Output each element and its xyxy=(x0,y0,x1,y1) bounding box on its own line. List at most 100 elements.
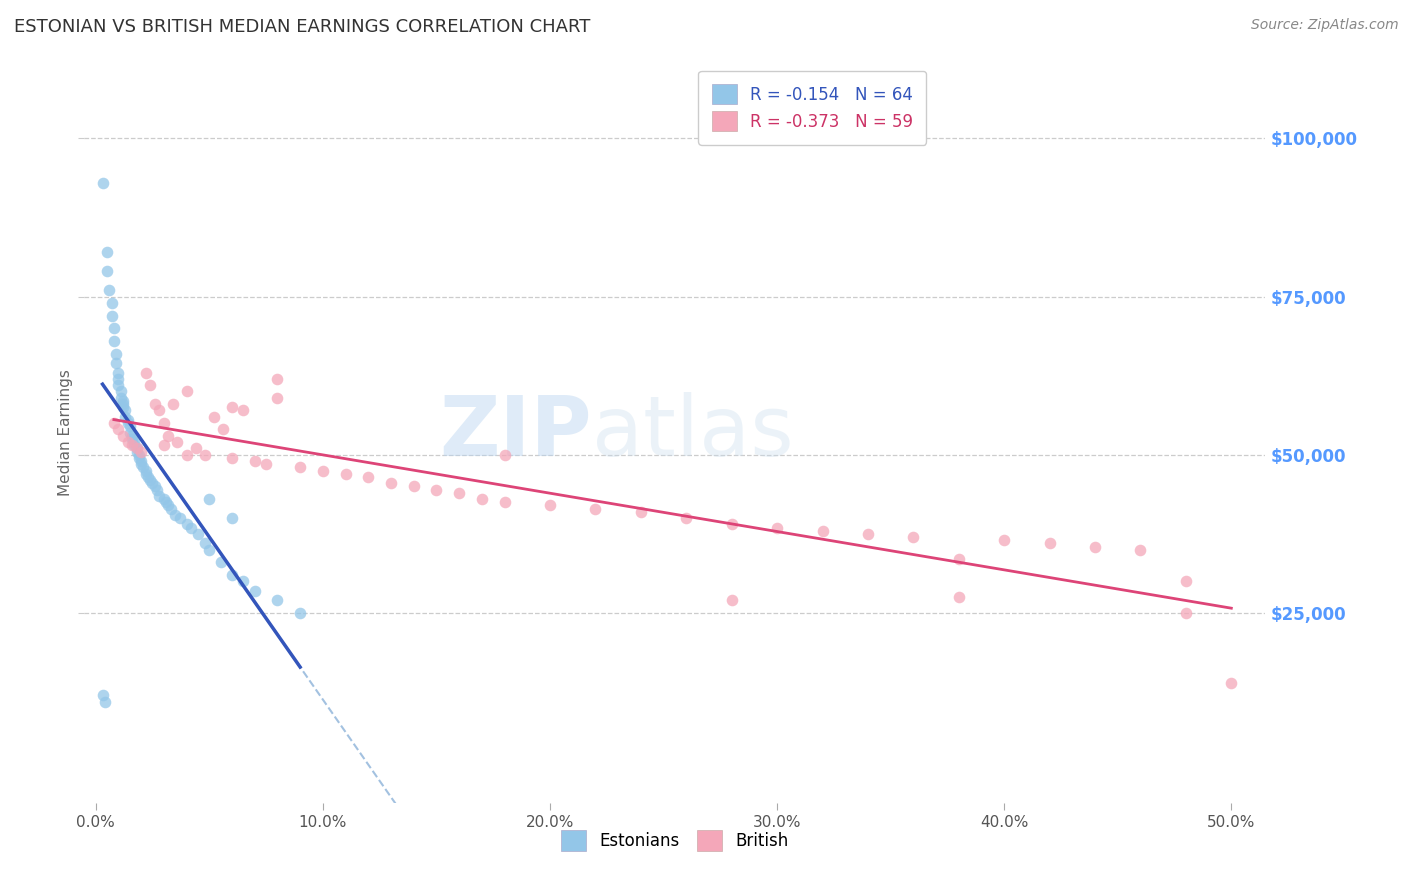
Point xyxy=(312,464,335,478)
Point xyxy=(165,508,187,522)
Text: atlas: atlas xyxy=(592,392,794,473)
Point xyxy=(105,356,128,370)
Point xyxy=(125,444,148,458)
Point xyxy=(121,429,143,443)
Point xyxy=(266,391,288,405)
Point xyxy=(449,485,471,500)
Point xyxy=(103,416,125,430)
Point xyxy=(124,438,146,452)
Point xyxy=(117,416,139,430)
Point xyxy=(184,442,207,456)
Point xyxy=(128,450,150,465)
Point xyxy=(107,378,129,392)
Point xyxy=(1174,606,1197,620)
Point xyxy=(124,435,146,450)
Point xyxy=(176,384,198,399)
Point xyxy=(1220,675,1243,690)
Point xyxy=(675,511,697,525)
Point xyxy=(143,397,166,411)
Point xyxy=(166,435,188,450)
Point xyxy=(288,460,311,475)
Point xyxy=(100,309,122,323)
Point xyxy=(125,442,148,456)
Point xyxy=(243,583,266,598)
Point xyxy=(139,473,162,487)
Point xyxy=(494,495,516,509)
Point xyxy=(111,429,134,443)
Point xyxy=(111,401,134,415)
Point xyxy=(136,470,159,484)
Point xyxy=(121,438,143,452)
Point xyxy=(114,409,136,424)
Point xyxy=(811,524,834,538)
Point xyxy=(266,593,288,607)
Point xyxy=(121,432,143,446)
Point xyxy=(243,454,266,468)
Text: Source: ZipAtlas.com: Source: ZipAtlas.com xyxy=(1251,18,1399,32)
Point xyxy=(153,416,176,430)
Point xyxy=(98,283,121,297)
Point xyxy=(194,536,217,550)
Point xyxy=(96,264,118,278)
Y-axis label: Median Earnings: Median Earnings xyxy=(58,369,73,496)
Point xyxy=(948,552,970,566)
Point xyxy=(148,489,170,503)
Point xyxy=(221,511,243,525)
Point xyxy=(135,467,157,481)
Point xyxy=(221,450,243,465)
Point xyxy=(132,460,155,475)
Point xyxy=(94,694,117,708)
Point xyxy=(118,419,141,434)
Point xyxy=(110,391,132,405)
Point xyxy=(1084,540,1107,554)
Point xyxy=(153,491,176,506)
Point xyxy=(176,448,198,462)
Point xyxy=(538,499,561,513)
Point xyxy=(153,438,176,452)
Point xyxy=(107,422,129,436)
Point xyxy=(766,520,789,534)
Point xyxy=(135,366,157,380)
Point xyxy=(856,527,879,541)
Point xyxy=(221,568,243,582)
Point xyxy=(162,397,184,411)
Point xyxy=(198,542,221,557)
Point xyxy=(111,394,134,409)
Point xyxy=(212,422,235,436)
Point xyxy=(135,464,157,478)
Point xyxy=(221,401,243,415)
Point xyxy=(141,476,163,491)
Point xyxy=(157,429,180,443)
Point xyxy=(1174,574,1197,589)
Point xyxy=(114,403,136,417)
Point xyxy=(187,527,209,541)
Point xyxy=(903,530,925,544)
Point xyxy=(630,505,652,519)
Point xyxy=(118,425,141,440)
Point xyxy=(176,517,198,532)
Point xyxy=(107,366,129,380)
Point xyxy=(110,384,132,399)
Point xyxy=(107,372,129,386)
Point xyxy=(117,435,139,450)
Point xyxy=(139,378,162,392)
Text: ESTONIAN VS BRITISH MEDIAN EARNINGS CORRELATION CHART: ESTONIAN VS BRITISH MEDIAN EARNINGS CORR… xyxy=(14,18,591,36)
Point xyxy=(129,454,152,468)
Point xyxy=(159,501,181,516)
Text: ZIP: ZIP xyxy=(440,392,592,473)
Point xyxy=(148,403,170,417)
Point xyxy=(129,444,152,458)
Point xyxy=(169,511,191,525)
Point xyxy=(96,245,118,260)
Point xyxy=(128,448,150,462)
Point xyxy=(155,495,177,509)
Point xyxy=(494,448,516,462)
Point xyxy=(288,606,311,620)
Point xyxy=(125,442,148,456)
Point xyxy=(202,409,225,424)
Point xyxy=(254,457,277,471)
Point xyxy=(194,448,217,462)
Point xyxy=(266,372,288,386)
Point xyxy=(471,491,494,506)
Point xyxy=(357,470,380,484)
